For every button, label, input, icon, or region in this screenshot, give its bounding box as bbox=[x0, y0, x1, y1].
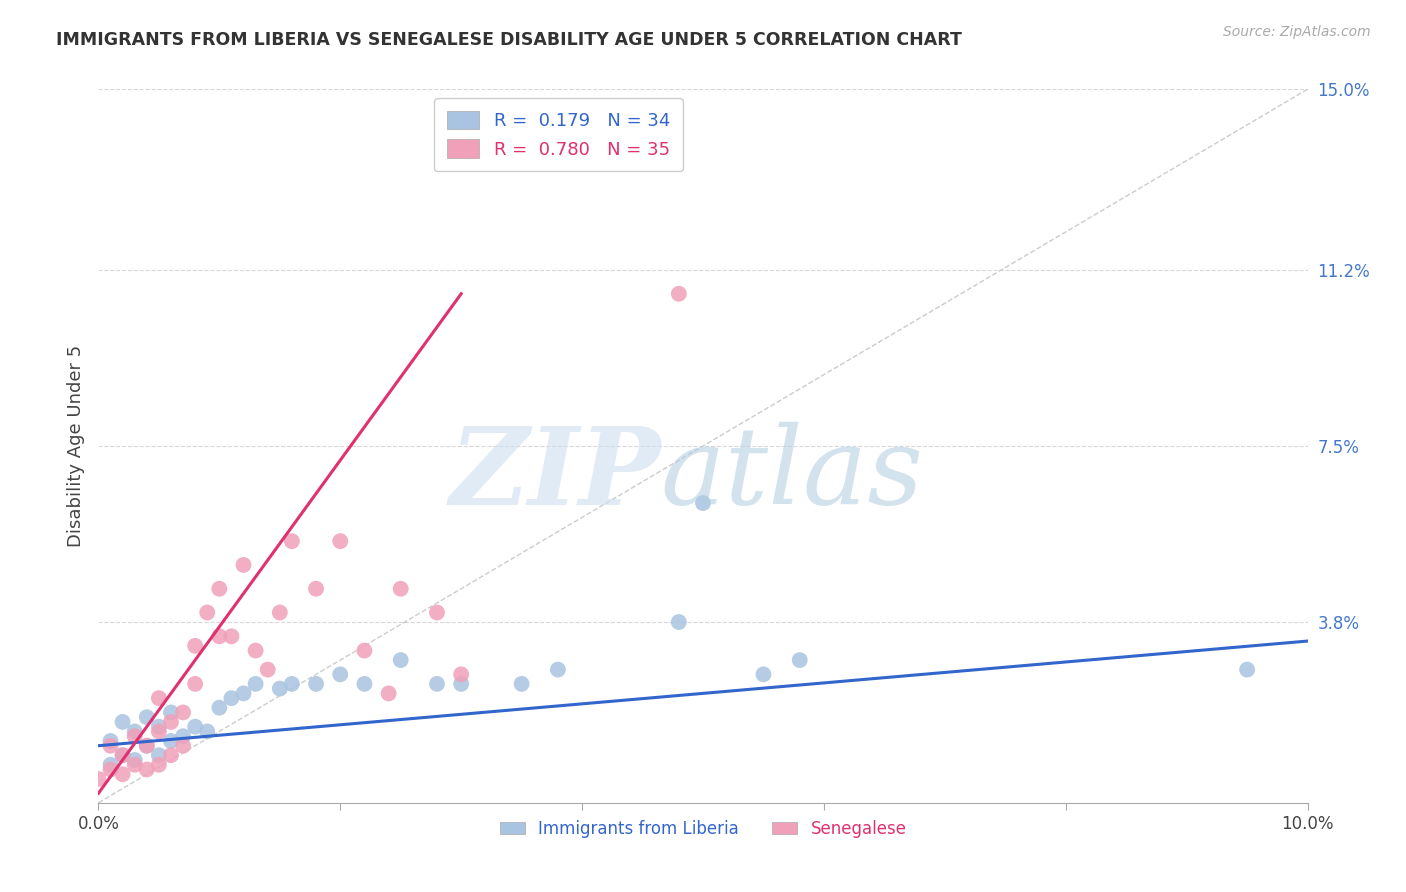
Legend: Immigrants from Liberia, Senegalese: Immigrants from Liberia, Senegalese bbox=[494, 814, 912, 845]
Point bbox=[1236, 663, 1258, 677]
Point bbox=[184, 677, 207, 691]
Point bbox=[160, 748, 183, 763]
Point bbox=[160, 734, 183, 748]
Point bbox=[100, 739, 122, 753]
Point bbox=[184, 639, 207, 653]
Point bbox=[184, 720, 207, 734]
Point bbox=[148, 720, 170, 734]
Point bbox=[135, 763, 157, 777]
Text: IMMIGRANTS FROM LIBERIA VS SENEGALESE DISABILITY AGE UNDER 5 CORRELATION CHART: IMMIGRANTS FROM LIBERIA VS SENEGALESE DI… bbox=[56, 31, 962, 49]
Point bbox=[124, 729, 146, 743]
Point bbox=[269, 606, 291, 620]
Point bbox=[245, 643, 267, 657]
Point bbox=[208, 582, 231, 596]
Point bbox=[172, 739, 194, 753]
Point bbox=[269, 681, 291, 696]
Point bbox=[100, 757, 122, 772]
Point bbox=[172, 706, 194, 720]
Point bbox=[148, 724, 170, 739]
Point bbox=[510, 677, 533, 691]
Point bbox=[111, 767, 134, 781]
Point bbox=[232, 686, 254, 700]
Point bbox=[87, 772, 110, 786]
Point bbox=[135, 739, 157, 753]
Point bbox=[195, 606, 218, 620]
Point bbox=[281, 534, 304, 549]
Point bbox=[668, 286, 690, 301]
Point bbox=[426, 677, 449, 691]
Point bbox=[305, 677, 328, 691]
Point bbox=[221, 691, 243, 706]
Point bbox=[148, 748, 170, 763]
Text: ZIP: ZIP bbox=[450, 422, 661, 527]
Point bbox=[329, 667, 352, 681]
Point bbox=[668, 615, 690, 629]
Point bbox=[100, 734, 122, 748]
Point bbox=[160, 714, 183, 729]
Point bbox=[124, 753, 146, 767]
Point bbox=[789, 653, 811, 667]
Y-axis label: Disability Age Under 5: Disability Age Under 5 bbox=[66, 345, 84, 547]
Point bbox=[232, 558, 254, 572]
Point bbox=[208, 629, 231, 643]
Point bbox=[245, 677, 267, 691]
Point bbox=[450, 667, 472, 681]
Point bbox=[208, 700, 231, 714]
Point bbox=[281, 677, 304, 691]
Point bbox=[148, 757, 170, 772]
Point bbox=[172, 729, 194, 743]
Point bbox=[100, 763, 122, 777]
Point bbox=[111, 714, 134, 729]
Point bbox=[692, 496, 714, 510]
Point bbox=[111, 748, 134, 763]
Point bbox=[221, 629, 243, 643]
Text: atlas: atlas bbox=[661, 422, 924, 527]
Point bbox=[135, 710, 157, 724]
Point bbox=[124, 724, 146, 739]
Point bbox=[124, 757, 146, 772]
Point bbox=[256, 663, 278, 677]
Point bbox=[353, 677, 375, 691]
Point bbox=[135, 739, 157, 753]
Point bbox=[111, 748, 134, 763]
Point bbox=[329, 534, 352, 549]
Text: Source: ZipAtlas.com: Source: ZipAtlas.com bbox=[1223, 25, 1371, 39]
Point bbox=[160, 706, 183, 720]
Point bbox=[547, 663, 569, 677]
Point bbox=[389, 582, 412, 596]
Point bbox=[389, 653, 412, 667]
Point bbox=[450, 677, 472, 691]
Point bbox=[305, 582, 328, 596]
Point bbox=[148, 691, 170, 706]
Point bbox=[195, 724, 218, 739]
Point bbox=[752, 667, 775, 681]
Point bbox=[377, 686, 399, 700]
Point bbox=[353, 643, 375, 657]
Point bbox=[426, 606, 449, 620]
